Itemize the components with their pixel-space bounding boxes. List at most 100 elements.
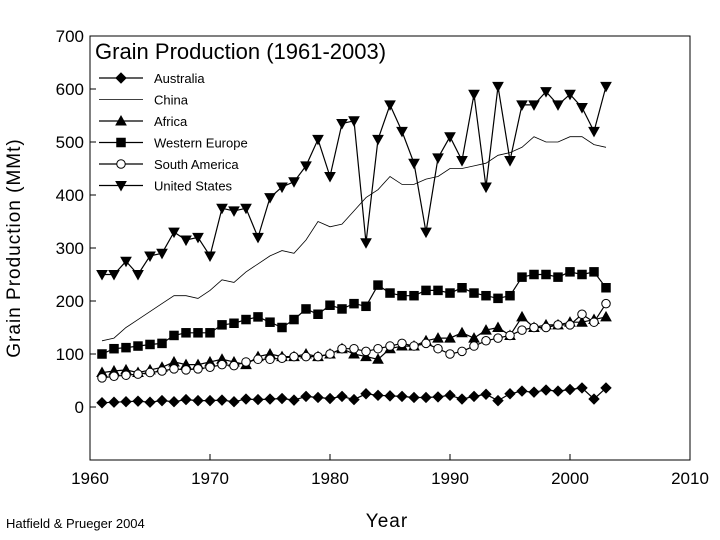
data-point-south-america (301, 351, 311, 362)
legend-label: Australia (154, 71, 205, 86)
data-point-australia (576, 382, 588, 394)
data-point-australia (144, 396, 156, 408)
y-tick-label: 600 (56, 80, 84, 99)
data-point-south-america (589, 317, 599, 327)
data-point-south-america (421, 338, 431, 349)
data-point-south-america (145, 367, 155, 378)
data-point-western-europe (133, 341, 143, 351)
data-point-australia (600, 382, 612, 394)
data-point-australia (240, 393, 252, 405)
data-point-south-america (493, 333, 503, 343)
data-point-australia (492, 394, 504, 407)
series-western-europe (97, 267, 611, 359)
data-point-united-states (312, 134, 324, 146)
data-point-australia (456, 393, 468, 405)
x-tick-label: 1990 (431, 469, 469, 488)
data-point-south-america (241, 357, 251, 367)
data-point-australia (408, 391, 420, 404)
data-point-africa (516, 310, 528, 322)
data-point-united-states (360, 238, 372, 249)
data-point-united-states (372, 134, 384, 146)
data-point-western-europe (193, 328, 203, 338)
data-point-south-america (529, 322, 539, 333)
data-point-south-america (397, 338, 407, 349)
data-point-south-america (157, 366, 167, 376)
data-point-australia (96, 397, 108, 409)
data-point-south-america (97, 373, 107, 383)
data-point-western-europe (157, 338, 167, 349)
data-point-united-states (336, 118, 348, 130)
data-point-western-europe (325, 300, 335, 310)
data-point-united-states (204, 251, 216, 262)
series-south-america (97, 298, 611, 383)
data-point-south-america (133, 369, 143, 379)
data-point-south-america (469, 341, 479, 351)
y-tick-label: 200 (56, 292, 84, 311)
data-point-western-europe (361, 301, 371, 312)
data-point-western-europe (313, 309, 323, 319)
data-point-united-states (108, 270, 120, 281)
data-point-western-europe (445, 288, 455, 298)
data-point-western-europe (553, 272, 563, 282)
data-point-western-europe (253, 312, 263, 322)
data-point-western-europe (505, 290, 515, 301)
data-point-western-europe (433, 285, 443, 296)
data-point-south-america (601, 298, 611, 309)
data-point-australia (564, 383, 576, 396)
data-point-south-america (457, 346, 467, 357)
data-point-western-europe (97, 349, 107, 359)
data-point-south-america (385, 341, 395, 351)
data-point-western-europe (241, 314, 251, 325)
data-point-western-europe (517, 272, 527, 282)
data-point-south-america (409, 341, 419, 351)
data-point-australia (396, 390, 408, 403)
data-point-africa (444, 332, 456, 343)
data-point-united-states (240, 203, 252, 215)
data-point-australia (216, 394, 228, 406)
data-point-united-states (456, 156, 468, 167)
data-point-africa (348, 347, 360, 359)
legend-marker-australia (115, 72, 127, 84)
legend-label: United States (154, 179, 233, 194)
data-point-australia (156, 394, 168, 407)
data-point-united-states (396, 126, 408, 138)
y-tick-label: 100 (56, 345, 84, 364)
data-point-western-europe (301, 304, 311, 314)
data-point-western-europe (421, 285, 431, 296)
data-point-western-europe (541, 269, 551, 280)
legend-item-south-america: South America (99, 157, 239, 172)
data-point-united-states (96, 270, 108, 281)
data-point-australia (276, 392, 288, 405)
data-point-western-europe (277, 322, 287, 333)
data-point-australia (360, 388, 372, 400)
data-point-south-america (193, 364, 203, 374)
data-point-australia (432, 391, 444, 403)
data-point-africa (492, 321, 504, 332)
data-point-australia (516, 385, 528, 397)
data-point-united-states (288, 177, 300, 188)
data-point-australia (192, 394, 204, 407)
data-point-united-states (576, 103, 588, 114)
x-tick-label: 2010 (671, 469, 709, 488)
data-point-south-america (433, 343, 443, 354)
data-point-south-america (253, 354, 263, 365)
data-point-south-america (169, 364, 179, 374)
data-point-western-europe (217, 320, 227, 330)
data-point-united-states (600, 81, 612, 93)
data-point-united-states (528, 100, 540, 111)
data-point-australia (108, 396, 120, 408)
data-point-united-states (120, 256, 132, 268)
legend-item-china: China (99, 93, 189, 108)
data-point-south-america (541, 322, 551, 333)
data-point-south-america (325, 349, 335, 359)
legend-item-united-states: United States (99, 179, 233, 194)
data-point-africa (372, 353, 384, 364)
data-point-africa (360, 350, 372, 362)
data-point-united-states (444, 132, 456, 143)
data-point-united-states (552, 100, 564, 111)
legend-item-australia: Australia (99, 71, 205, 86)
data-point-australia (348, 393, 360, 406)
data-point-south-america (553, 320, 563, 330)
data-point-united-states (504, 156, 516, 167)
